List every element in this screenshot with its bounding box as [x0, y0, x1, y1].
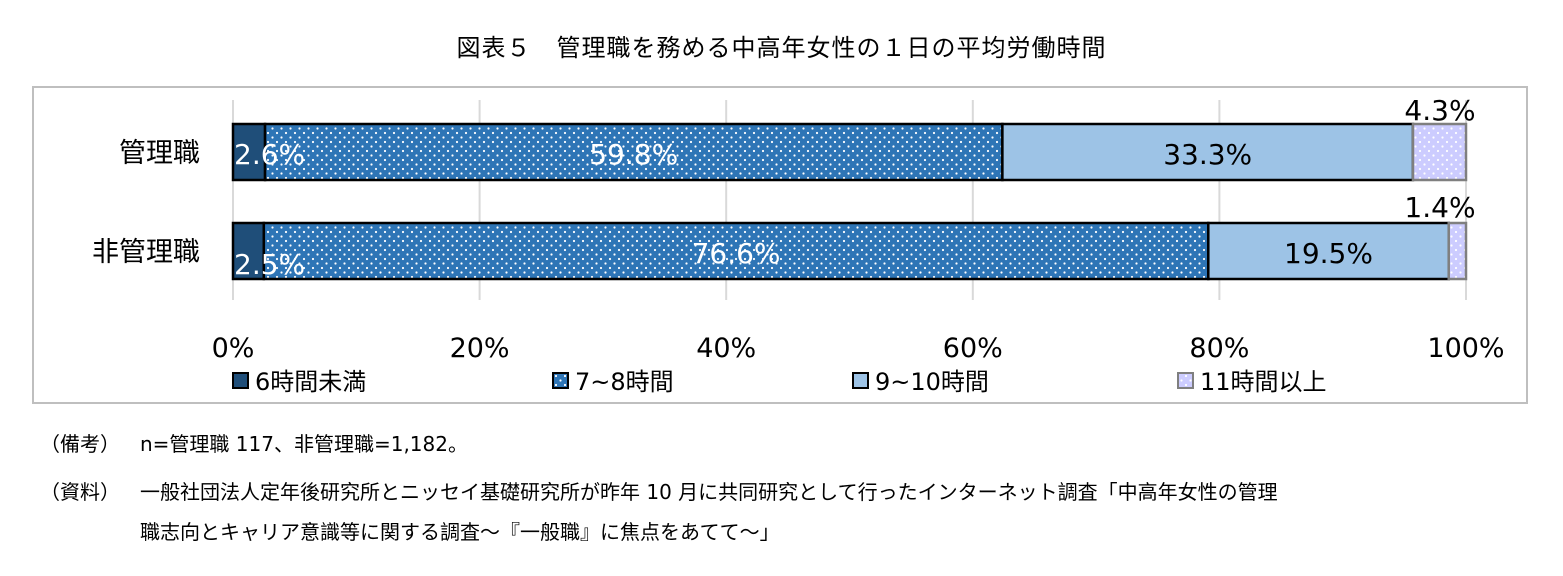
- remarks-text: n=管理職 117、非管理職=1,182。: [140, 432, 468, 456]
- legend-swatch: [552, 372, 569, 389]
- x-tick-label: 60%: [943, 333, 1003, 364]
- x-tick-label: 100%: [1427, 333, 1504, 364]
- data-label: 2.6%: [234, 138, 305, 171]
- data-label: 4.3%: [1404, 94, 1475, 127]
- bar-segment: [231, 221, 266, 281]
- bar-segment: [1001, 122, 1415, 182]
- legend-swatch: [232, 372, 249, 389]
- x-tick-label: 0%: [212, 333, 255, 364]
- bar-segment: [1411, 122, 1468, 182]
- data-label: 19.5%: [1284, 237, 1373, 270]
- chart-title: 図表５ 管理職を務める中高年女性の１日の平均労働時間: [456, 34, 1107, 62]
- source-note: （資料） 一般社団法人定年後研究所とニッセイ基礎研究所が昨年 10 月に共同研究と…: [40, 476, 1278, 505]
- x-tick-label: 20%: [450, 333, 510, 364]
- source-text-line-1: 一般社団法人定年後研究所とニッセイ基礎研究所が昨年 10 月に共同研究として行っ…: [140, 480, 1278, 504]
- bar-segment: [262, 221, 1210, 281]
- remarks-note: （備考） n=管理職 117、非管理職=1,182。: [40, 428, 468, 457]
- bar-segment: [1447, 221, 1468, 281]
- data-label: 2.5%: [234, 248, 305, 281]
- remarks-tag: （備考）: [40, 432, 120, 456]
- legend-label: 11時間以上: [1200, 368, 1327, 396]
- legend-label: 6時間未満: [255, 368, 366, 396]
- source-text-line-2: 職志向とキャリア意識等に関する調査～『一般職』に焦点をあてて～」: [140, 520, 780, 544]
- category-label: 非管理職: [92, 237, 200, 268]
- legend-label: 9~10時間: [875, 368, 989, 396]
- data-label: 76.6%: [692, 237, 781, 270]
- bar-segment: [1207, 221, 1450, 281]
- x-tick-label: 80%: [1189, 333, 1249, 364]
- legend-swatch: [1177, 372, 1194, 389]
- x-tick-label: 40%: [696, 333, 756, 364]
- data-label: 33.3%: [1163, 138, 1252, 171]
- category-label: 管理職: [119, 138, 200, 169]
- data-label: 59.8%: [589, 138, 678, 171]
- chart-frame: [32, 86, 1528, 404]
- legend-swatch: [852, 372, 869, 389]
- data-label: 1.4%: [1404, 191, 1475, 224]
- legend-label: 7~8時間: [575, 368, 674, 396]
- source-tag: （資料）: [40, 480, 120, 504]
